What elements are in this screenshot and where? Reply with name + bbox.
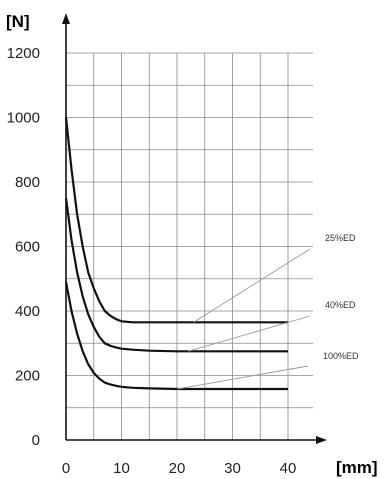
series-line-100%ED bbox=[64, 281, 288, 391]
x-axis-arrow-icon bbox=[316, 436, 327, 444]
y-tick-label: 1000 bbox=[7, 110, 40, 127]
x-tick-label: 0 bbox=[62, 460, 70, 477]
y-tick-label: 1200 bbox=[7, 45, 40, 62]
series-line-25%ED bbox=[64, 117, 288, 324]
x-tick-label: 30 bbox=[224, 460, 241, 477]
y-axis-arrow-icon bbox=[62, 13, 70, 24]
x-tick-label: 40 bbox=[280, 460, 297, 477]
y-tick-label: 0 bbox=[32, 432, 40, 449]
tick-labels: 0 200 400 600 800 1000 1200 0 10 20 30 40 bbox=[7, 45, 297, 477]
series-label: 100%ED bbox=[323, 351, 359, 361]
x-axis-unit-label: [mm] bbox=[336, 458, 378, 477]
x-tick-label: 10 bbox=[113, 460, 130, 477]
series-leader-line bbox=[187, 315, 311, 352]
y-tick-label: 600 bbox=[15, 239, 40, 256]
series-curves bbox=[64, 117, 288, 391]
series-label: 40%ED bbox=[325, 300, 356, 310]
series-annotations: 25%ED 40%ED 100%ED bbox=[176, 233, 359, 390]
y-tick-label: 800 bbox=[15, 174, 40, 191]
axes bbox=[62, 13, 327, 444]
y-tick-label: 400 bbox=[15, 303, 40, 320]
series-leader-line bbox=[176, 365, 309, 390]
x-tick-label: 20 bbox=[169, 460, 186, 477]
series-label: 25%ED bbox=[325, 233, 356, 243]
series-leader-line bbox=[193, 248, 311, 323]
series-line-40%ED bbox=[64, 197, 288, 353]
y-axis-unit-label: [N] bbox=[6, 12, 30, 31]
y-tick-label: 200 bbox=[15, 368, 40, 385]
